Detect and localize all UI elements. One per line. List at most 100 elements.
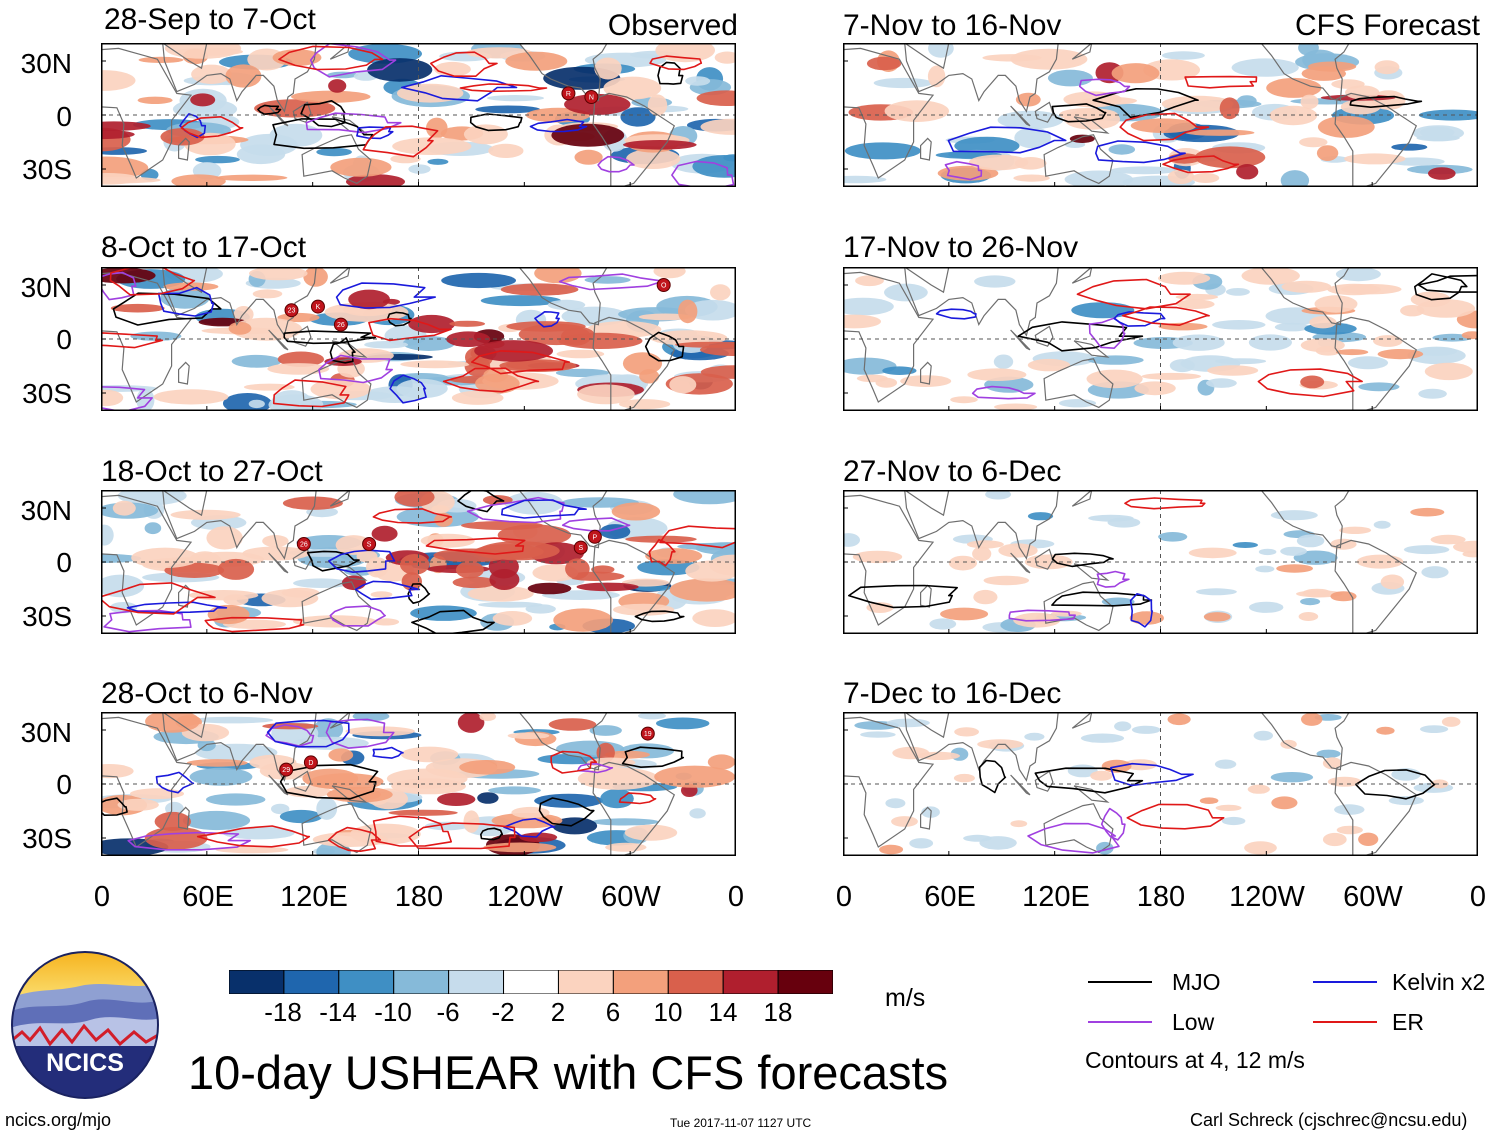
wave-contour: [634, 610, 685, 623]
shear-anomaly: [189, 767, 253, 786]
shear-anomaly: [547, 299, 586, 310]
legend-line-low: [1088, 1021, 1152, 1023]
shear-anomaly: [117, 490, 187, 506]
wave-contour: [1076, 278, 1191, 310]
shear-anomaly: [623, 140, 697, 150]
panel-title-fc3: 27-Nov to 6-Dec: [843, 455, 1062, 488]
shear-anomaly: [625, 535, 697, 543]
shear-anomaly: [310, 773, 384, 790]
storm-label: N: [589, 95, 594, 102]
shear-anomaly: [195, 155, 240, 164]
storm-label: 26: [337, 322, 345, 329]
shear-anomaly: [654, 765, 736, 788]
shear-anomaly: [144, 522, 162, 535]
shear-anomaly: [611, 502, 661, 521]
coastline: [177, 137, 190, 161]
lat-label-30s: 30S: [22, 154, 72, 185]
wave-contour: [978, 759, 1007, 794]
shear-anomaly: [101, 389, 124, 407]
lat-label-30s: 30S: [22, 601, 72, 632]
shear-anomaly: [966, 540, 1004, 549]
shear-anomaly: [271, 803, 290, 815]
shear-anomaly: [1428, 167, 1456, 180]
coastline: [162, 267, 317, 337]
shear-anomaly: [1247, 784, 1270, 794]
shear-anomaly: [345, 726, 415, 737]
shear-anomaly: [1276, 564, 1313, 573]
shear-anomaly: [1207, 365, 1259, 376]
wave-contour: [309, 43, 397, 78]
shear-anomaly: [1108, 144, 1136, 155]
wave-contour: [501, 499, 587, 519]
shear-anomaly: [101, 176, 161, 184]
shear-anomaly: [1334, 804, 1365, 815]
shear-anomaly: [527, 582, 572, 595]
shear-anomaly: [488, 143, 524, 158]
shear-anomaly: [866, 602, 894, 613]
shear-anomaly: [206, 526, 243, 550]
shear-anomaly: [1317, 115, 1375, 138]
shear-anomaly: [1336, 825, 1363, 835]
colorbar-box: [777, 969, 834, 995]
wave-contour: [407, 583, 431, 604]
shear-anomaly: [1391, 143, 1428, 151]
shear-anomaly: [1418, 109, 1478, 121]
shear-anomaly: [1232, 542, 1258, 548]
wave-contour: [354, 580, 421, 601]
wave-contour: [327, 826, 382, 852]
lon-label-120e: 120E: [1022, 881, 1090, 913]
legend-line-kelvin: [1313, 981, 1377, 983]
wave-contour: [1417, 274, 1478, 293]
shear-anomaly: [624, 824, 678, 841]
shear-anomaly: [900, 375, 952, 387]
wave-contour: [425, 537, 526, 555]
shear-anomaly: [1203, 612, 1231, 622]
shear-anomaly: [153, 389, 229, 405]
shear-anomaly: [519, 832, 558, 843]
shear-anomaly: [696, 90, 736, 106]
shear-anomaly: [1374, 60, 1400, 75]
wave-contour: [1051, 552, 1114, 568]
shear-anomaly: [191, 716, 274, 724]
wave-contour: [283, 330, 377, 345]
coastline: [1073, 116, 1110, 134]
colorbar-box: [228, 969, 285, 995]
shear-anomaly: [674, 341, 736, 348]
shear-anomaly: [137, 96, 173, 104]
shear-anomaly: [507, 732, 550, 739]
shear-anomaly: [1380, 574, 1405, 590]
shear-anomaly: [873, 77, 933, 89]
shear-anomaly: [1236, 164, 1259, 180]
storm-marker: N: [584, 90, 599, 104]
coastline: [919, 806, 932, 830]
shear-anomaly: [891, 816, 918, 827]
coastline: [329, 490, 351, 507]
shear-anomaly: [328, 748, 354, 762]
shear-anomaly: [556, 349, 605, 359]
coastline: [101, 47, 193, 179]
wave-contour: [127, 831, 251, 851]
shear-anomaly: [330, 157, 392, 177]
lon-label-180: 180: [1136, 881, 1186, 913]
coastline: [919, 361, 932, 385]
shear-anomaly: [492, 611, 533, 626]
shear-anomaly: [1410, 507, 1445, 517]
storm-marker: 29: [279, 762, 294, 777]
coastline: [592, 92, 676, 187]
shear-anomaly: [371, 525, 398, 542]
shear-anomaly: [884, 100, 949, 122]
shear-anomaly: [950, 396, 978, 404]
shear-anomaly: [692, 155, 736, 178]
shear-anomaly: [1014, 127, 1052, 149]
shear-anomaly: [489, 569, 520, 590]
storm-marker: K: [310, 299, 325, 314]
shear-anomaly: [1309, 316, 1337, 329]
coastline: [329, 43, 351, 60]
lat-label-30n: 30N: [20, 717, 72, 748]
wave-contour: [1162, 155, 1240, 174]
footer-url[interactable]: ncics.org/mjo: [5, 1110, 112, 1130]
shear-anomaly: [1058, 399, 1097, 408]
shear-anomaly: [1270, 772, 1314, 783]
wave-contour: [1113, 311, 1166, 327]
legend-label-mjo: MJO: [1172, 969, 1221, 995]
